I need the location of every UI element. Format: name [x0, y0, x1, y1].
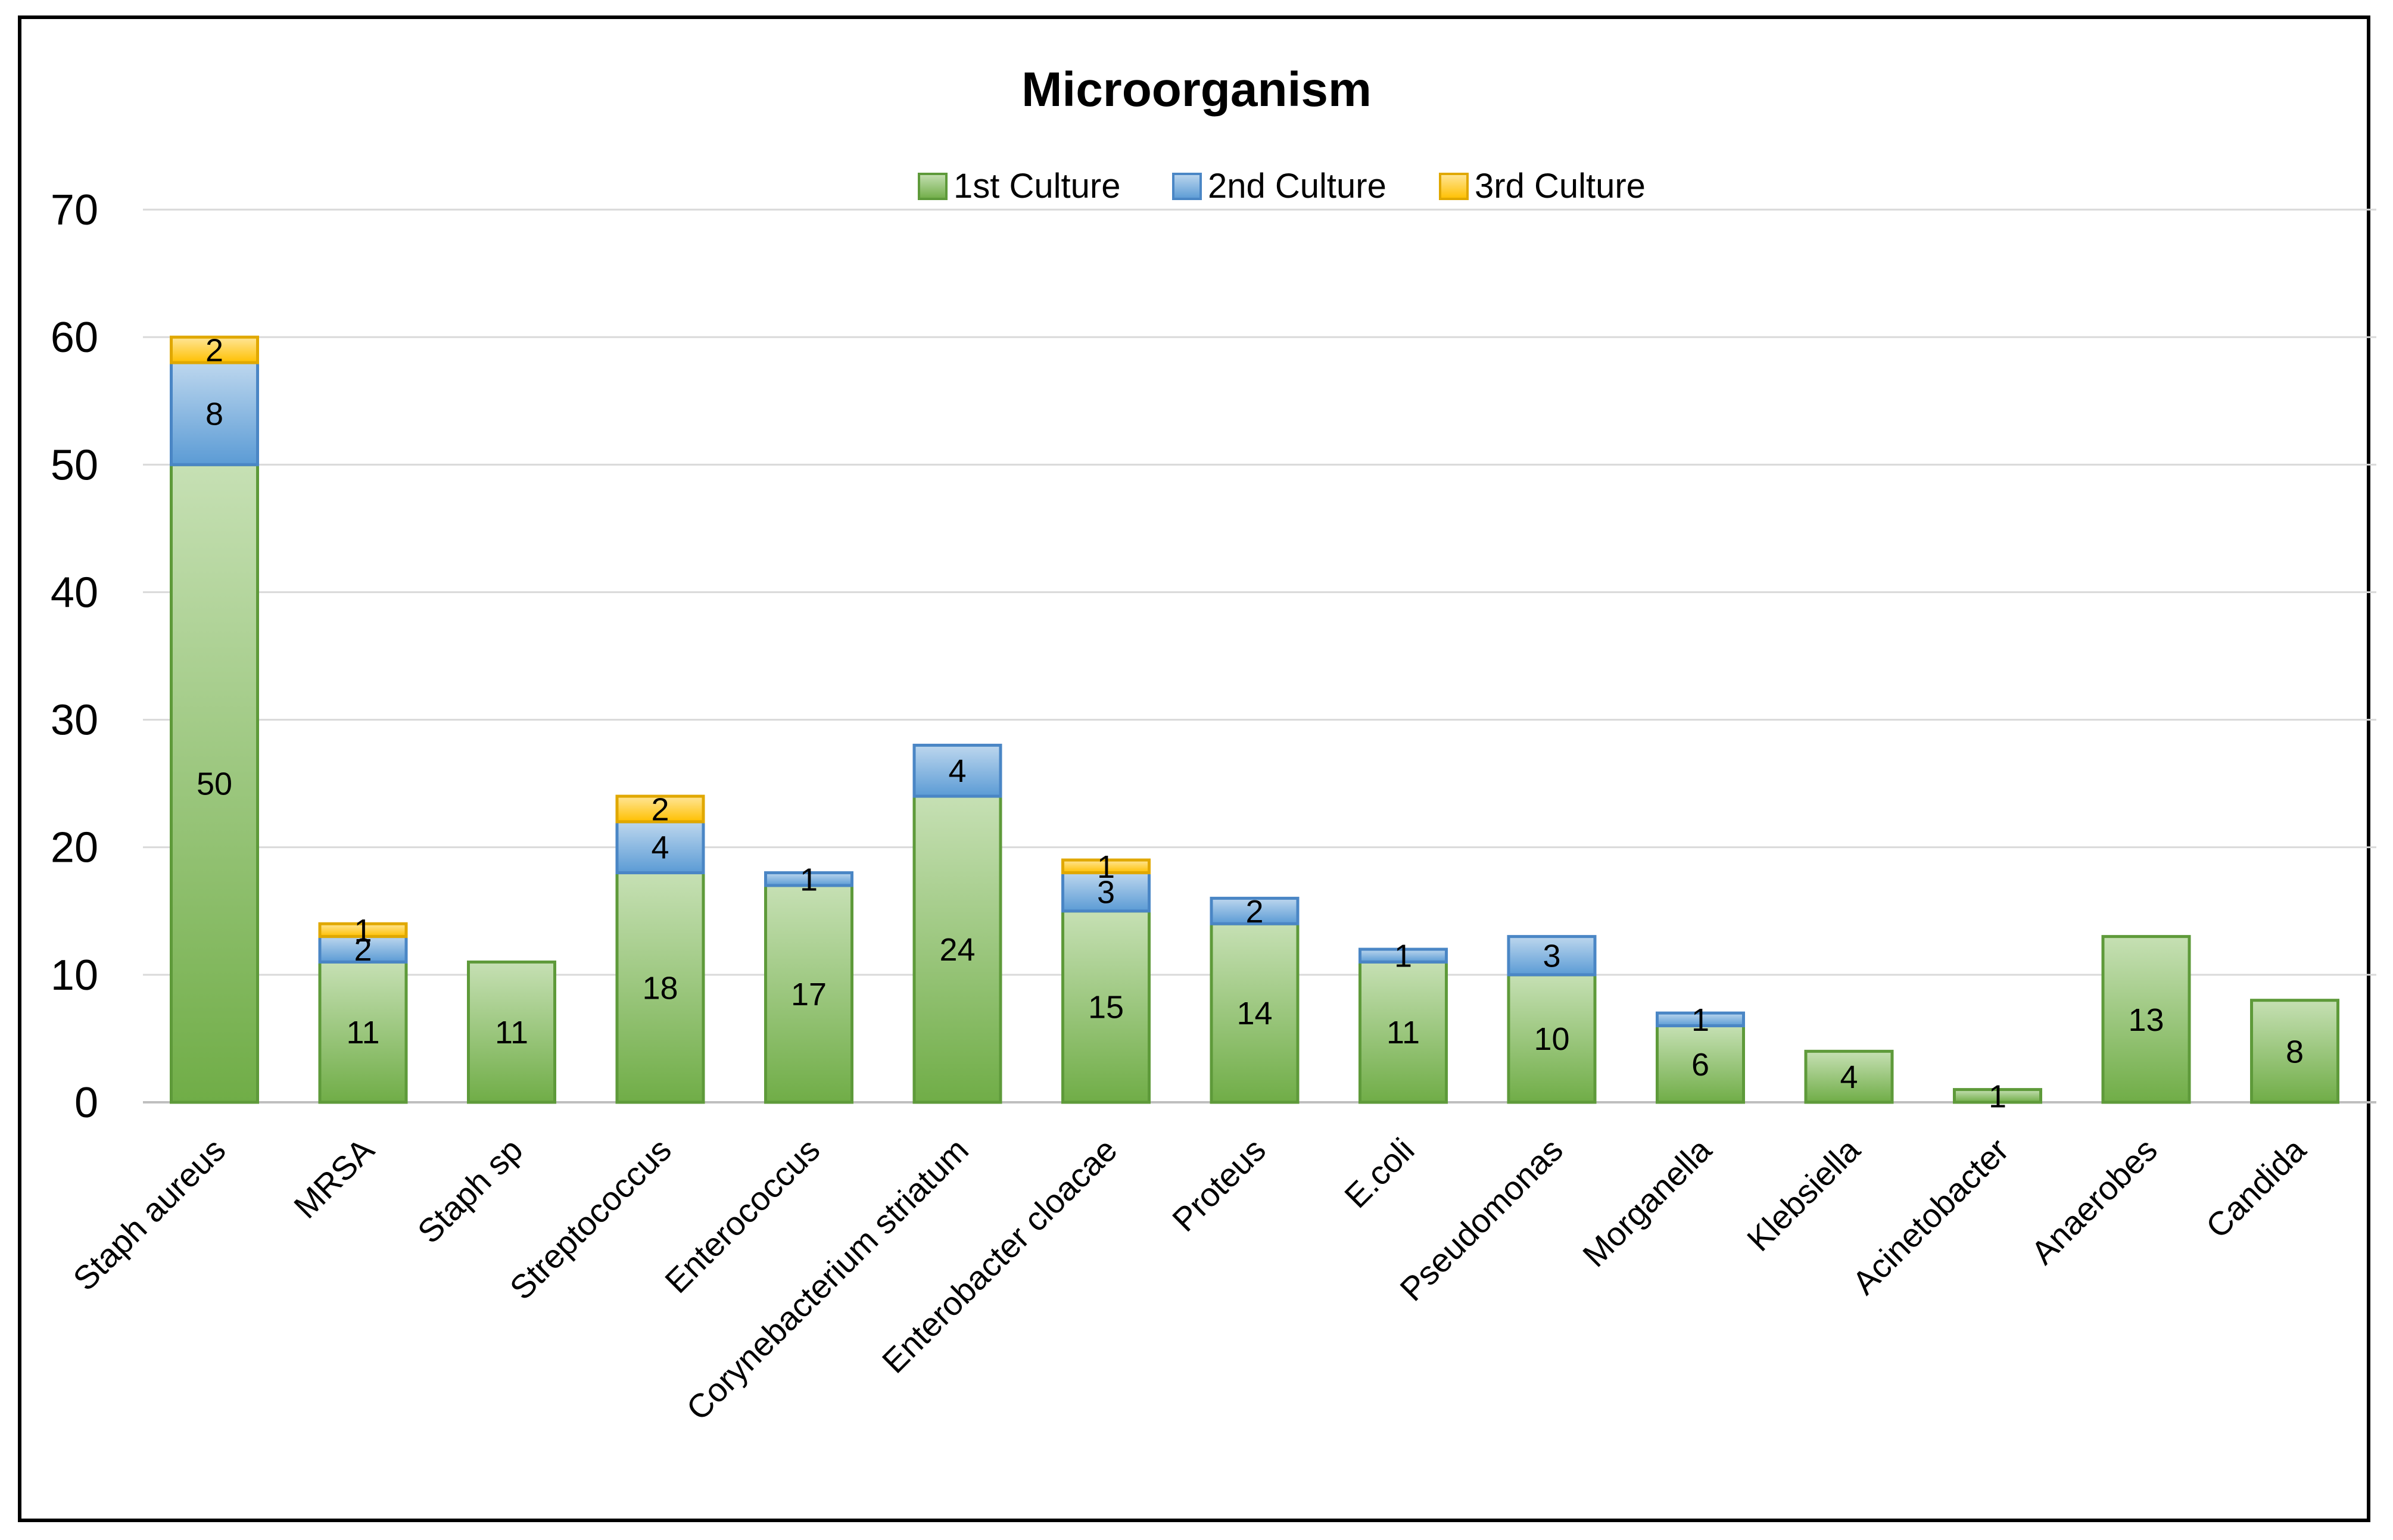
x-category-label: Staph sp: [410, 1131, 530, 1251]
bar-segment: [912, 743, 1002, 798]
bar-segment: [170, 463, 259, 1104]
y-tick-label: 60: [51, 314, 98, 361]
data-label: 14: [1236, 996, 1272, 1031]
bar-segment: [1656, 1024, 1745, 1104]
x-axis-categories: Staph aureus MRSA Staph spStreptococcusEnt…: [66, 1130, 2313, 1427]
bar-segment: [1507, 935, 1597, 977]
bar-segment: [1061, 909, 1151, 1104]
x-category-label: E.coli: [1337, 1131, 1421, 1215]
bar-segment: [1358, 947, 1448, 964]
data-label: 4: [948, 753, 966, 789]
legend-label: 2nd Culture: [1208, 167, 1386, 205]
x-category-label: Proteus: [1165, 1131, 1273, 1239]
data-label: 11: [495, 1015, 528, 1050]
data-label: 1: [800, 862, 818, 897]
chart-title: Microorganism: [1021, 63, 1372, 117]
y-tick-label: 50: [51, 441, 98, 489]
x-category-label: Morganella: [1575, 1130, 1719, 1274]
data-label: 17: [791, 977, 827, 1012]
data-label: 1: [354, 913, 372, 949]
data-label: 18: [642, 970, 678, 1006]
bar-segment: [1656, 1011, 1745, 1028]
data-label: 2: [354, 932, 372, 968]
legend-swatch: [1172, 173, 1202, 200]
legend-label: 3rd Culture: [1475, 167, 1646, 205]
x-category-label: MRSA: [286, 1130, 381, 1225]
data-label: 2: [651, 791, 669, 827]
bar-segment: [615, 794, 705, 824]
data-label: 13: [2128, 1002, 2164, 1038]
data-label: 8: [2286, 1034, 2304, 1070]
y-axis-ticks: 0 10 20 30 40 50 60 70: [51, 186, 98, 1127]
x-category-label: Corynebacterium striatum: [679, 1131, 976, 1427]
bars: [170, 335, 2339, 1104]
bar-segment: [2101, 935, 2191, 1104]
data-label: 4: [1840, 1059, 1858, 1095]
y-tick-label: 70: [51, 186, 98, 234]
x-category-label: Candida: [2198, 1130, 2313, 1245]
data-label: 11: [1386, 1015, 1420, 1050]
data-label: 2: [1245, 894, 1263, 930]
data-label: 2: [205, 333, 223, 369]
data-label: 3: [1097, 875, 1115, 911]
y-tick-label: 40: [51, 569, 98, 616]
bar-segment: [764, 884, 853, 1104]
data-label: 10: [1534, 1021, 1569, 1057]
bar-segment: [170, 361, 259, 466]
data-label: 11: [346, 1015, 379, 1050]
bar-segment: [1061, 858, 1151, 875]
bar-segment: [1358, 960, 1448, 1104]
data-label: 8: [205, 397, 223, 432]
x-category-label: Klebsiella: [1740, 1130, 1868, 1258]
data-label: 15: [1088, 989, 1124, 1025]
y-tick-label: 30: [51, 697, 98, 744]
bar-segment: [1210, 922, 1300, 1104]
bar-segment: [2250, 999, 2339, 1104]
chart-frame: [18, 15, 2370, 1522]
bar-segment: [912, 794, 1002, 1104]
bar-segment: [1210, 896, 1300, 925]
legend-swatch: [1439, 173, 1469, 200]
bar-segment: [1507, 973, 1597, 1104]
y-tick-label: 20: [51, 824, 98, 872]
data-label: 1: [1989, 1078, 2006, 1114]
data-label: 24: [939, 932, 975, 968]
data-label: 50: [197, 766, 232, 802]
bar-segment: [467, 960, 556, 1104]
bar-segment: [318, 922, 408, 939]
y-tick-label: 0: [74, 1079, 98, 1127]
bar-segment: [1804, 1049, 1894, 1104]
legend-swatch: [918, 173, 948, 200]
data-label: 1: [1691, 1002, 1709, 1038]
bar-segment: [1953, 1088, 2042, 1104]
data-label: 4: [651, 830, 669, 866]
bar-segment: [1061, 871, 1151, 913]
bar-segment: [318, 960, 408, 1104]
data-label: 3: [1543, 939, 1560, 974]
legend-label: 1st Culture: [954, 167, 1120, 205]
data-label: 1: [1097, 849, 1115, 885]
data-label: 6: [1691, 1047, 1709, 1083]
y-tick-label: 10: [51, 952, 98, 999]
legend: 1st Culture 2nd Culture 3rd Culture: [918, 167, 1646, 205]
x-category-label: Enterococcus: [658, 1131, 827, 1300]
x-category-label: Acinetobacter: [1845, 1131, 2016, 1302]
bar-segment: [170, 335, 259, 364]
bar-segment: [764, 871, 853, 887]
x-category-label: Staph aureus: [66, 1131, 232, 1298]
x-category-label: Anaerobes: [2024, 1131, 2164, 1271]
data-label: 1: [1394, 939, 1412, 974]
